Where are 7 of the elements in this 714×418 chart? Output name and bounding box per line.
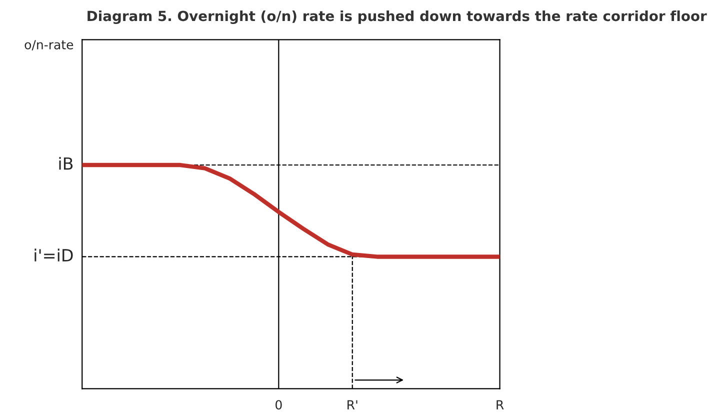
text: o/n-rate bbox=[24, 40, 74, 50]
x-tick-label: R bbox=[496, 400, 504, 410]
x-tick-label: 0 bbox=[276, 400, 282, 410]
ref-line-label: iB bbox=[59, 156, 73, 170]
x-tick-label: R' bbox=[348, 400, 358, 410]
ref-line-label: i'=iD bbox=[34, 248, 73, 262]
chart-title: Diagram 5. Overnight (o/n) rate is pushed down towards the rate corridor floor bbox=[88, 10, 707, 24]
